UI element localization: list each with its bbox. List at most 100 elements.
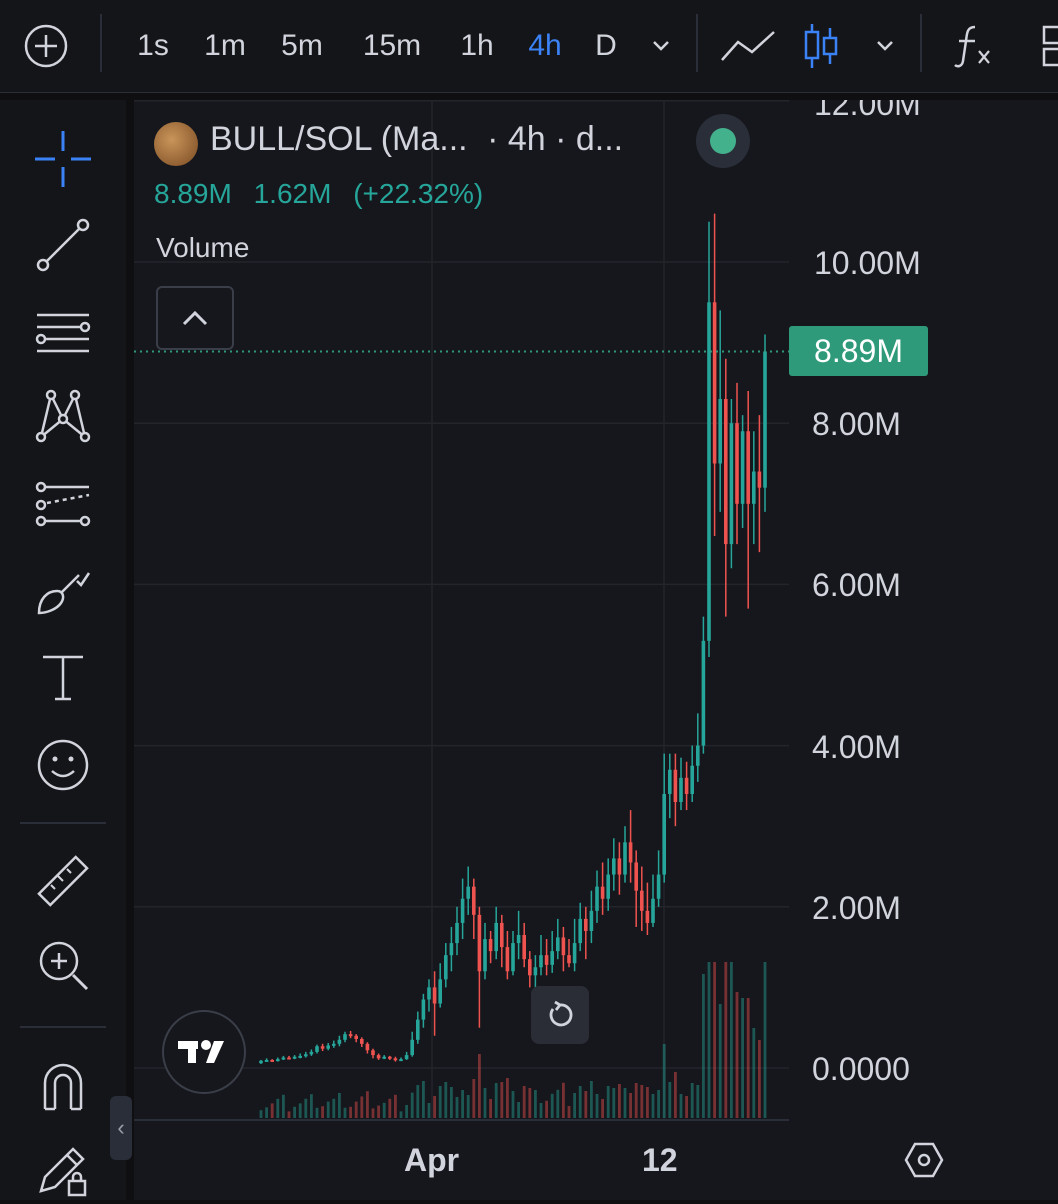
text-tool[interactable] (28, 642, 98, 712)
candle-chart-type-button[interactable] (800, 22, 842, 70)
candle-body (718, 399, 722, 464)
price-chart[interactable] (134, 100, 1058, 1200)
candle-body (696, 745, 700, 766)
candle-body (416, 1019, 420, 1040)
volume-bar (674, 1072, 677, 1118)
volume-bar (483, 1088, 487, 1118)
trend-line-tool[interactable] (28, 210, 98, 280)
candle-body (656, 874, 661, 899)
forecast-tool[interactable] (28, 468, 98, 538)
volume-indicator-label[interactable]: Volume (156, 232, 250, 263)
emoji-tool[interactable] (28, 730, 98, 800)
pencil-lock-icon (39, 1147, 87, 1197)
candle-body (382, 1056, 386, 1059)
settings-hexagon-icon (904, 1142, 944, 1178)
volume-bar (707, 962, 711, 1118)
measure-tool[interactable] (28, 846, 98, 916)
volume-bar (735, 992, 739, 1118)
volume-bar (618, 1084, 621, 1118)
zoom-tool[interactable] (28, 930, 98, 1000)
volume-bar (730, 962, 733, 1118)
interval-1m[interactable]: 1m (204, 29, 246, 62)
change-percent: (+22.32%) (353, 178, 484, 209)
volume-bar (315, 1107, 319, 1118)
volume-bar (282, 1094, 285, 1118)
candle-body (438, 979, 442, 1004)
chart-settings-button[interactable] (904, 1140, 944, 1180)
candle-body (410, 1039, 414, 1056)
drawing-toolbar (0, 100, 126, 1200)
volume-bar (646, 1087, 649, 1118)
tradingview-logo[interactable] (162, 1010, 246, 1094)
candle-body (673, 769, 678, 803)
candle-body (628, 842, 633, 863)
volume-bar (304, 1098, 308, 1118)
interval-D[interactable]: D (595, 29, 617, 62)
crosshair-icon (35, 131, 91, 187)
candle-body (500, 922, 504, 948)
volume-bar (668, 1082, 672, 1118)
volume-bar (326, 1101, 330, 1118)
horizontal-lines-tool[interactable] (28, 296, 98, 366)
candle-body (606, 874, 610, 899)
crosshair-tool[interactable] (28, 124, 98, 194)
divider (920, 14, 922, 72)
candle-body (735, 423, 739, 504)
volume-bar (606, 1086, 610, 1118)
candle-body (477, 914, 482, 972)
candle-body (662, 793, 666, 875)
candle-body (494, 922, 498, 952)
candle-body (427, 987, 431, 1000)
candle-body (360, 1038, 364, 1044)
candle-body (651, 898, 655, 923)
toolbar-collapse-handle[interactable]: ‹ (110, 1096, 132, 1160)
collapse-legend-button[interactable] (156, 286, 234, 350)
volume-bar (360, 1096, 364, 1118)
candle-body (371, 1050, 375, 1056)
price-axis-label: 4.00M (812, 729, 901, 765)
interval-1h[interactable]: 1h (460, 29, 494, 62)
magnet-icon (43, 1063, 83, 1111)
candle-body (612, 858, 616, 875)
reset-chart-button[interactable] (531, 986, 589, 1044)
lock-drawings-tool[interactable] (28, 1134, 98, 1204)
candle-body (337, 1039, 342, 1044)
volume-bar (679, 1094, 683, 1118)
magnet-tool[interactable] (28, 1050, 98, 1120)
add-symbol-button[interactable] (20, 22, 72, 70)
change-value: 1.62M (253, 178, 332, 209)
interval-1s[interactable]: 1s (137, 29, 169, 62)
candle-body (332, 1043, 336, 1046)
candle-body (488, 939, 493, 952)
interval-5m[interactable]: 5m (281, 29, 323, 62)
chart-pane[interactable]: BULL/SOL (Ma... · 4h · d... 8.89M 1.62M … (134, 100, 1058, 1200)
indicators-button[interactable] (948, 22, 1000, 70)
candle-body (539, 955, 543, 968)
market-status-indicator[interactable] (696, 114, 750, 168)
interval-15m[interactable]: 15m (362, 29, 422, 62)
candle-body (712, 302, 717, 464)
volume-bar (595, 1094, 599, 1118)
volume-bar (741, 998, 744, 1118)
candle-body (483, 939, 487, 972)
volume-bar (629, 1093, 632, 1118)
interval-4h[interactable]: 4h (528, 29, 562, 62)
candle-body (270, 1059, 274, 1062)
candle-body (264, 1059, 269, 1062)
volume-bar (758, 1040, 761, 1118)
symbol-legend[interactable]: BULL/SOL (Ma... · 4h · d... (210, 120, 623, 159)
volume-bar (746, 998, 750, 1118)
candle-body (589, 910, 594, 931)
layout-button[interactable] (1030, 22, 1058, 70)
last-price-tag: 8.89M (789, 326, 928, 376)
volume-bar (382, 1102, 386, 1118)
volume-bar (466, 1095, 470, 1118)
volume-bar (573, 1093, 576, 1118)
line-chart-type-button[interactable] (716, 22, 780, 70)
volume-bar (634, 1083, 638, 1118)
brush-tool[interactable] (28, 554, 98, 624)
chart-type-dropdown[interactable] (868, 22, 902, 70)
candle-body (533, 967, 538, 976)
interval-dropdown[interactable] (644, 22, 678, 70)
pattern-tool[interactable] (28, 380, 98, 450)
